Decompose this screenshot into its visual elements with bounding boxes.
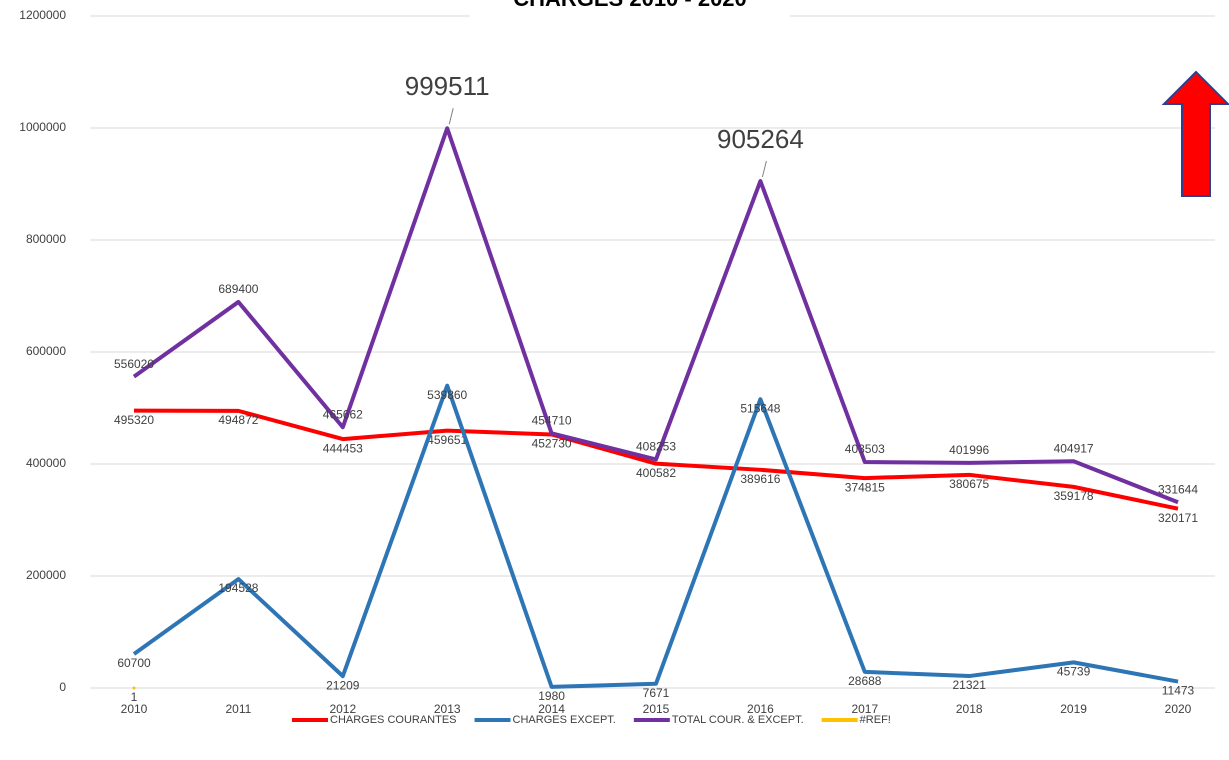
data-label: 403503 [845, 442, 885, 456]
data-label: 515648 [740, 401, 780, 415]
data-label: 495320 [114, 413, 154, 427]
x-tick-label: 2011 [225, 702, 251, 716]
data-label: 21209 [326, 678, 360, 692]
data-label: 999511 [405, 71, 490, 101]
data-label: 374815 [845, 480, 885, 494]
data-label: 494872 [218, 413, 258, 427]
leader-line [448, 108, 454, 125]
legend-label: #REF! [860, 714, 891, 726]
data-label: 21321 [953, 678, 987, 692]
data-label: 454710 [532, 414, 572, 428]
data-label: 404917 [1054, 441, 1094, 455]
data-label: 459651 [427, 433, 467, 447]
data-label: 401996 [949, 443, 989, 457]
y-tick-label: 400000 [26, 456, 66, 470]
data-label: 320171 [1158, 511, 1198, 525]
data-label: 11473 [1162, 684, 1195, 698]
series-line [133, 408, 1179, 511]
y-tick-label: 1000000 [19, 120, 66, 134]
data-label: 452730 [532, 437, 572, 451]
data-label: 331644 [1158, 482, 1198, 496]
y-tick-label: 200000 [26, 568, 66, 582]
data-label: 1 [131, 690, 138, 704]
title-box [470, 0, 790, 18]
data-label: 389616 [740, 472, 780, 486]
data-label: 408253 [636, 440, 676, 454]
data-label: 60700 [117, 656, 151, 670]
x-tick-label: 2010 [121, 702, 148, 716]
data-label: 380675 [949, 477, 989, 491]
x-tick-label: 2018 [956, 702, 983, 716]
x-tick-label: 2016 [747, 702, 774, 716]
y-tick-label: 0 [59, 680, 66, 694]
point [132, 686, 136, 690]
data-label: 444453 [323, 441, 363, 455]
leader-line [761, 160, 767, 178]
x-tick-label: 2019 [1060, 702, 1087, 716]
x-tick-label: 2012 [329, 702, 356, 716]
arrow-icon [1161, 70, 1229, 197]
data-label: 556020 [114, 357, 154, 371]
x-tick-label: 2017 [851, 702, 878, 716]
legend-label: CHARGES EXCEPT. [513, 714, 616, 726]
legend-label: CHARGES COURANTES [330, 714, 457, 726]
x-tick-label: 2020 [1165, 702, 1192, 716]
y-tick-label: 600000 [26, 344, 66, 358]
data-label: 905264 [717, 124, 804, 154]
data-label: 7671 [643, 686, 670, 700]
x-tick-label: 2013 [434, 702, 461, 716]
series-line [132, 383, 1179, 689]
x-tick-label: 2014 [538, 702, 565, 716]
data-label: 1980 [538, 689, 565, 703]
data-label: 28688 [848, 674, 882, 688]
series-line [132, 126, 1179, 505]
x-tick-label: 2015 [643, 702, 670, 716]
chart-title: CHARGES 2010 - 2020 [513, 0, 747, 11]
data-label: 45739 [1057, 665, 1091, 679]
data-label: 689400 [218, 282, 258, 296]
data-label: 400582 [636, 466, 676, 480]
data-label: 194528 [218, 581, 258, 595]
legend-label: TOTAL COUR. & EXCEPT. [672, 714, 804, 726]
data-label: 539860 [427, 388, 467, 402]
y-tick-label: 1200000 [19, 8, 66, 22]
data-label: 359178 [1054, 489, 1094, 503]
y-tick-label: 800000 [26, 232, 66, 246]
data-label: 465662 [323, 407, 363, 421]
